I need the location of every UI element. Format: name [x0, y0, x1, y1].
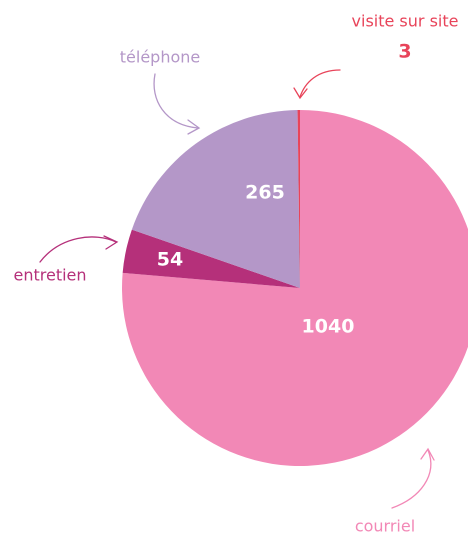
arrow [153, 73, 199, 129]
category-label: courriel [355, 517, 415, 536]
arrows [39, 69, 435, 509]
value-label: 1040 [302, 316, 355, 338]
value-label: 3 [398, 41, 411, 63]
pie-slice [122, 229, 300, 288]
category-label: téléphone [120, 48, 200, 67]
pie-slice [131, 110, 300, 288]
value-label: 265 [245, 182, 285, 204]
pie-slice [122, 110, 468, 466]
pie-slice [297, 110, 300, 288]
arrowhead [187, 119, 201, 135]
arrowhead [293, 87, 308, 100]
arrow [299, 69, 341, 98]
arrow [391, 449, 432, 509]
arrowhead [420, 447, 435, 461]
category-label: visite sur site [352, 12, 459, 31]
value-label: 54 [157, 249, 183, 271]
arrow [39, 236, 117, 263]
arrowhead [103, 235, 119, 250]
category-label: entretien [13, 266, 86, 285]
